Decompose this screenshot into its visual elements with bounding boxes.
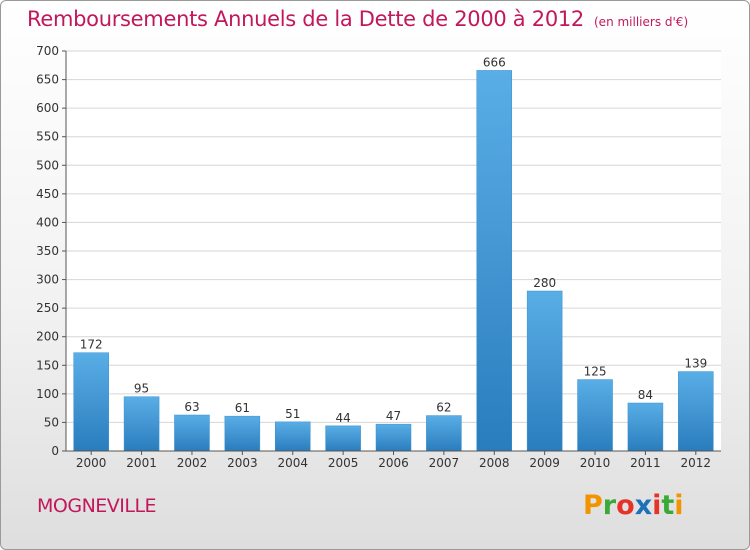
bar-2010 [577,379,613,452]
bar-2004 [274,421,311,452]
x-tick-label-2007: 2007 [429,456,460,470]
title-text: Remboursements Annuels de la Dette de 20… [27,7,584,31]
chart-title: Remboursements Annuels de la Dette de 20… [27,7,688,31]
data-label-2012: 139 [684,357,707,371]
data-label-2009: 280 [533,276,556,290]
y-tick-label: 650 [36,73,59,87]
y-tick-label: 350 [36,244,59,258]
y-tick-label: 300 [36,273,59,287]
data-label-2007: 62 [436,401,451,415]
logo-letter: o [616,490,635,521]
x-tick-label-2002: 2002 [177,456,208,470]
data-label-2011: 84 [638,388,653,402]
data-label-2003: 61 [235,401,250,415]
data-label-2004: 51 [285,407,300,421]
x-tick-label-2006: 2006 [378,456,409,470]
bar-2009 [526,290,563,452]
data-label-2006: 47 [386,409,401,423]
commune-name: MOGNEVILLE [37,495,157,517]
logo-letter: t [661,490,675,521]
y-axis-ticks: 0 50 100 150 200 250 300 350 400 450 500 550 600 650 7… [36,44,66,458]
data-label-2001: 95 [134,382,149,396]
data-label-2008: 666 [483,55,506,69]
data-label-2000: 172 [80,338,103,352]
x-tick-label-2012: 2012 [681,456,712,470]
x-axis-ticks: 2000 2001 2002 2003 2004 2005 2006 2007 2008 2009… [76,451,711,470]
bar-2007 [426,415,462,452]
x-tick-label-2008: 2008 [479,456,510,470]
y-tick-label: 400 [36,215,59,229]
proxiti-logo: Proxiti [583,490,684,521]
y-tick-label: 250 [36,301,59,315]
x-tick-label-2000: 2000 [76,456,107,470]
data-label-2005: 44 [335,411,350,425]
logo-letter: P [583,490,603,521]
y-tick-label: 150 [36,358,59,372]
grid-lines [66,50,721,452]
bar-2003 [224,415,261,452]
bar-2001 [123,396,160,452]
bar-2008 [476,70,513,452]
logo-letter: i [652,490,662,521]
bar-2005 [325,425,361,452]
y-tick-label: 600 [36,101,59,115]
bar-2006 [375,423,412,452]
bar-2000 [73,352,109,452]
x-tick-label-2005: 2005 [328,456,359,470]
x-tick-label-2004: 2004 [277,456,308,470]
logo-letter: i [674,490,684,521]
x-tick-label-2001: 2001 [126,456,157,470]
bar-2012 [678,371,714,452]
data-label-2010: 125 [584,365,607,379]
y-tick-label: 450 [36,187,59,201]
y-tick-label: 200 [36,330,59,344]
bar-2011 [627,402,664,452]
x-tick-label-2010: 2010 [580,456,611,470]
data-label-2002: 63 [184,400,199,414]
logo-letter: x [634,490,653,521]
x-tick-label-2009: 2009 [529,456,560,470]
y-tick-label: 0 [51,444,59,458]
chart-subtitle: (en milliers d'€) [594,15,689,29]
y-tick-label: 100 [36,387,59,401]
logo-letter: r [602,490,617,521]
y-tick-label: 500 [36,158,59,172]
data-labels: 172 95 63 61 51 44 47 62 666 280 125 84 139 [80,55,708,424]
bar-2002 [174,414,210,452]
bars [73,70,714,452]
x-tick-label-2011: 2011 [630,456,661,470]
y-tick-label: 50 [44,415,59,429]
y-tick-label: 700 [36,44,59,58]
x-tick-label-2003: 2003 [227,456,258,470]
y-tick-label: 550 [36,130,59,144]
